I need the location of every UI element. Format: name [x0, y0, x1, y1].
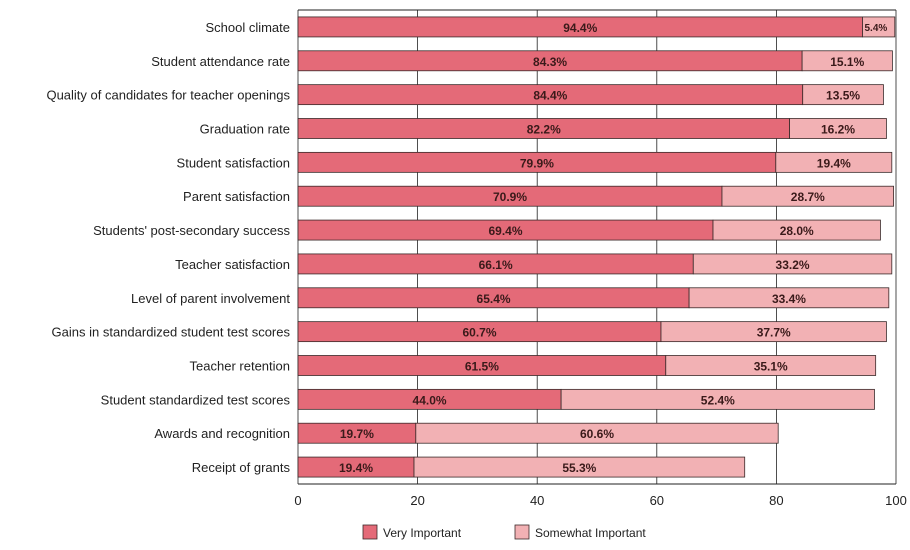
- data-label: 35.1%: [754, 360, 788, 374]
- data-label: 33.2%: [776, 258, 810, 272]
- category-label: Quality of candidates for teacher openin…: [46, 88, 290, 103]
- x-tick-label: 40: [530, 493, 544, 508]
- bar-somewhat-important: [692, 253, 893, 275]
- category-label: Students' post-secondary success: [93, 223, 290, 238]
- data-label: 44.0%: [413, 393, 447, 407]
- data-label: 19.4%: [339, 461, 373, 475]
- data-label: 13.5%: [826, 89, 860, 103]
- bar-somewhat-important: [775, 151, 893, 173]
- data-label: 82.2%: [527, 123, 561, 137]
- category-label: Teacher retention: [190, 359, 290, 374]
- bar-somewhat-important: [801, 50, 893, 72]
- bar-somewhat-important: [721, 185, 895, 207]
- x-tick-label: 60: [650, 493, 664, 508]
- bar-somewhat-important: [789, 118, 887, 139]
- data-label: 79.9%: [520, 156, 554, 170]
- category-label: Receipt of grants: [192, 460, 291, 475]
- data-label: 37.7%: [757, 326, 791, 340]
- data-label: 5.4%: [865, 23, 888, 34]
- data-label: 69.4%: [488, 224, 522, 238]
- data-label: 61.5%: [465, 360, 499, 374]
- category-label: Student attendance rate: [151, 54, 290, 69]
- x-tick-label: 0: [294, 493, 301, 508]
- data-label: 84.3%: [533, 55, 567, 69]
- data-label: 60.7%: [462, 326, 496, 340]
- bar-somewhat-important: [688, 287, 890, 309]
- category-label: Student satisfaction: [177, 155, 290, 170]
- legend-swatch-very-important: [362, 524, 378, 540]
- category-label: Student standardized test scores: [101, 392, 291, 407]
- data-label: 66.1%: [479, 258, 513, 272]
- bar-somewhat-important: [560, 388, 875, 410]
- data-label: 15.1%: [830, 55, 864, 69]
- bar-somewhat-important: [862, 16, 896, 38]
- legend-label: Very Important: [383, 526, 462, 540]
- x-tick-label: 20: [410, 493, 424, 508]
- bar-somewhat-important: [665, 355, 877, 376]
- x-tick-label: 100: [885, 493, 907, 508]
- bar-somewhat-important: [802, 84, 884, 106]
- category-label: Parent satisfaction: [183, 189, 290, 204]
- data-label: 52.4%: [701, 393, 735, 407]
- data-label: 84.4%: [533, 89, 567, 103]
- category-label: Level of parent involvement: [131, 291, 290, 306]
- category-label: Gains in standardized student test score…: [52, 325, 291, 340]
- data-label: 94.4%: [563, 21, 597, 35]
- data-label: 70.9%: [493, 190, 527, 204]
- bar-somewhat-important: [712, 219, 881, 241]
- data-label: 33.4%: [772, 292, 806, 306]
- legend-label: Somewhat Important: [535, 526, 646, 540]
- x-tick-label: 80: [769, 493, 783, 508]
- bar-somewhat-important: [413, 456, 746, 478]
- data-label: 16.2%: [821, 123, 855, 137]
- data-label: 28.0%: [780, 224, 814, 238]
- data-label: 19.7%: [340, 427, 374, 441]
- bar-somewhat-important: [415, 422, 779, 444]
- category-label: School climate: [205, 20, 290, 35]
- category-label: Graduation rate: [200, 122, 290, 137]
- category-label: Awards and recognition: [154, 426, 290, 441]
- bar-somewhat-important: [660, 321, 887, 343]
- category-label: Teacher satisfaction: [175, 257, 290, 272]
- data-label: 28.7%: [791, 190, 825, 204]
- data-label: 65.4%: [477, 292, 511, 306]
- legend-swatch-somewhat-important: [514, 524, 530, 540]
- data-label: 55.3%: [562, 461, 596, 475]
- data-label: 19.4%: [817, 156, 851, 170]
- data-label: 60.6%: [580, 427, 614, 441]
